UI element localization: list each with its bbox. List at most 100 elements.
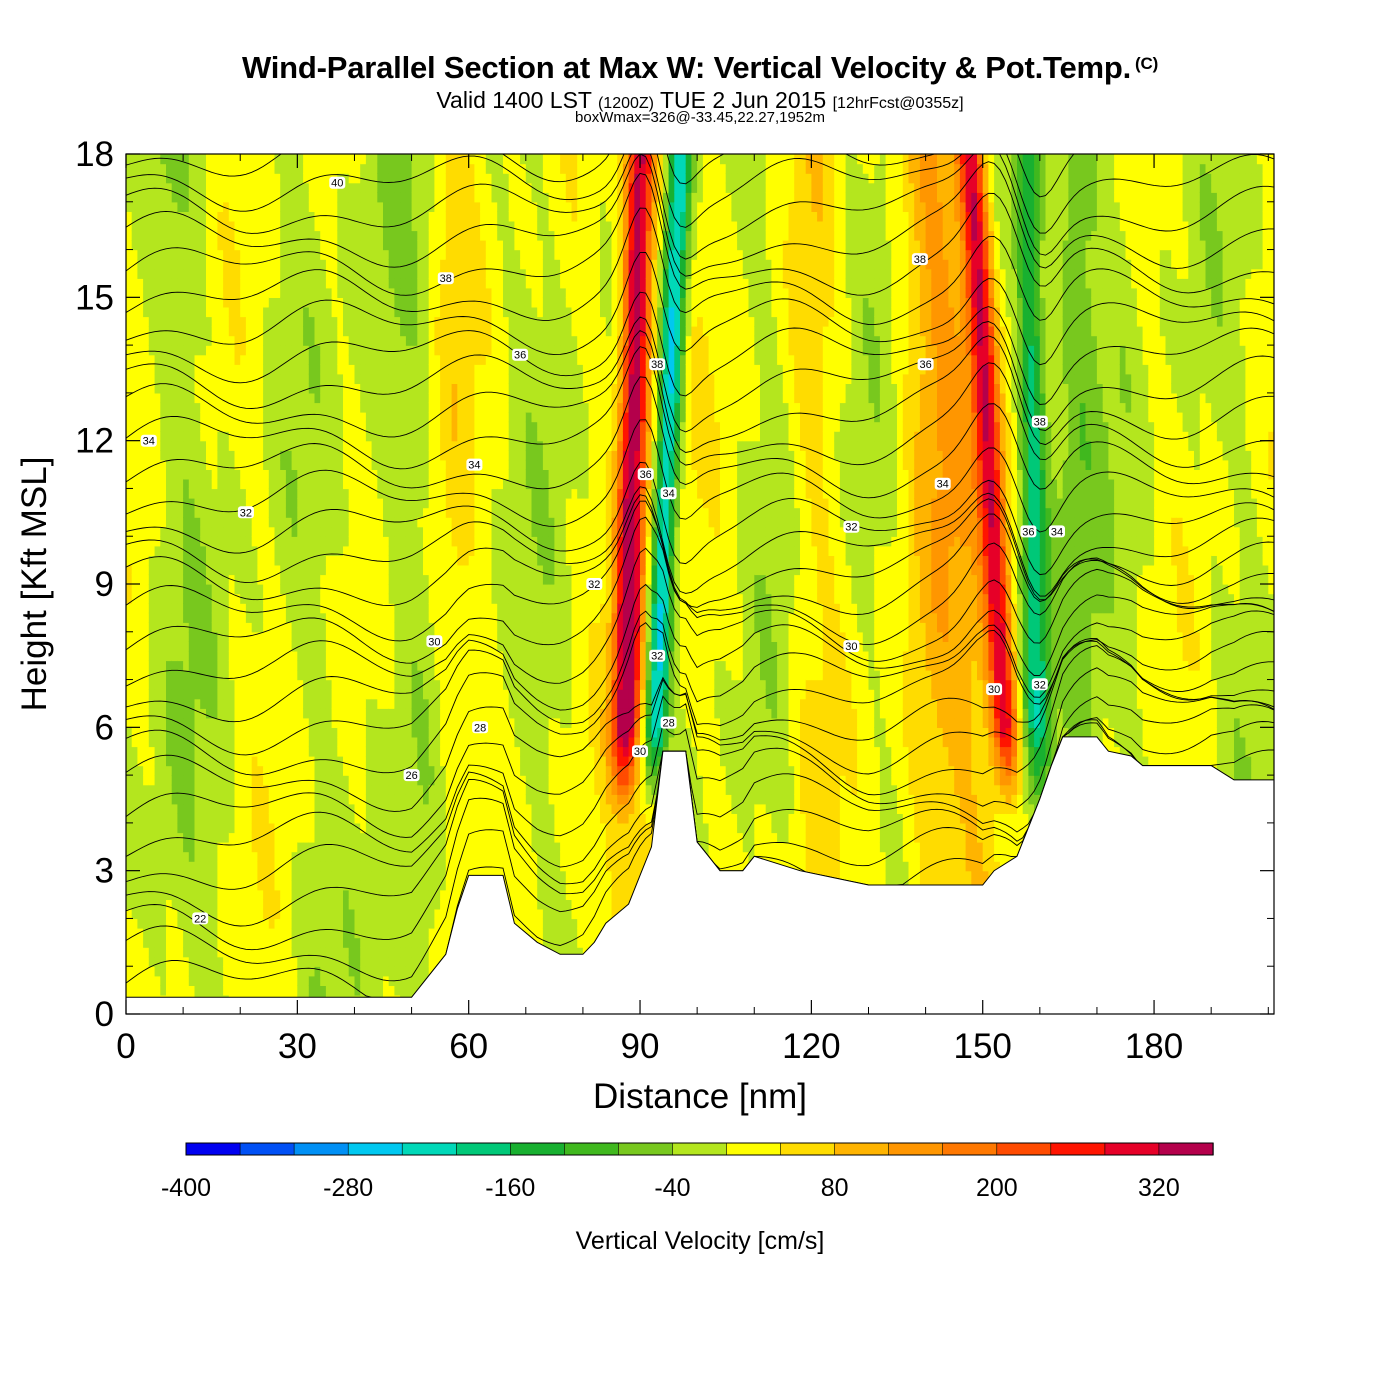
field-cell xyxy=(274,220,281,232)
field-cell xyxy=(405,173,413,184)
field-cell xyxy=(131,870,138,881)
field-cell xyxy=(314,182,321,193)
field-cell xyxy=(183,756,190,767)
field-cell xyxy=(360,584,367,595)
field-cell xyxy=(428,784,435,795)
field-cell xyxy=(365,154,373,155)
field-cell xyxy=(217,173,224,184)
field-cell xyxy=(240,622,247,633)
field-cell xyxy=(348,240,355,251)
field-cell xyxy=(337,784,344,795)
field-cell xyxy=(274,832,281,843)
field-cell xyxy=(143,918,150,929)
field-cell xyxy=(160,698,167,709)
field-cell xyxy=(223,173,230,184)
field-cell xyxy=(234,163,241,174)
field-cell xyxy=(331,450,338,461)
field-cell xyxy=(171,154,178,155)
field-cell xyxy=(234,660,241,671)
field-cell xyxy=(160,574,167,585)
field-cell xyxy=(423,201,430,212)
field-cell xyxy=(245,918,253,929)
field-cell xyxy=(303,947,310,958)
field-cell xyxy=(206,154,213,165)
field-cell xyxy=(148,889,156,900)
field-cell xyxy=(257,345,264,356)
field-cell xyxy=(245,192,253,203)
field-cell xyxy=(314,756,321,767)
field-cell xyxy=(320,832,327,843)
field-cell xyxy=(303,727,310,738)
field-cell xyxy=(183,880,190,891)
field-cell xyxy=(308,316,316,327)
field-cell xyxy=(331,641,338,652)
field-cell xyxy=(177,794,184,805)
field-cell xyxy=(417,975,424,986)
field-cell xyxy=(228,612,236,623)
field-cell xyxy=(183,488,190,499)
field-cell xyxy=(371,498,378,509)
field-cell xyxy=(154,794,161,805)
field-cell xyxy=(154,450,161,461)
field-cell xyxy=(308,478,316,490)
field-cell xyxy=(371,870,378,881)
field-cell xyxy=(285,154,293,165)
field-cell xyxy=(383,249,390,260)
field-cell xyxy=(337,736,344,748)
field-cell xyxy=(417,526,424,537)
field-cell xyxy=(154,536,161,547)
field-cell xyxy=(240,689,247,700)
field-cell xyxy=(263,975,270,986)
field-cell xyxy=(365,670,373,681)
field-cell xyxy=(268,383,276,394)
field-cell xyxy=(217,631,224,642)
field-cell xyxy=(325,412,333,423)
field-cell xyxy=(245,230,253,241)
field-cell xyxy=(291,622,298,633)
field-cell xyxy=(188,822,196,834)
field-cell xyxy=(371,392,378,404)
field-cell xyxy=(280,784,287,795)
field-cell xyxy=(417,689,424,700)
field-cell xyxy=(280,842,287,853)
field-cell xyxy=(383,670,390,681)
field-cell xyxy=(297,660,304,671)
field-cell xyxy=(354,603,361,614)
field-cell xyxy=(183,813,190,824)
field-cell xyxy=(228,154,236,155)
field-cell xyxy=(354,259,361,270)
field-cell xyxy=(194,689,201,700)
field-cell xyxy=(166,545,173,556)
field-cell xyxy=(285,832,293,843)
field-cell xyxy=(188,832,196,843)
field-cell xyxy=(160,545,167,556)
field-cell xyxy=(377,966,384,977)
field-cell xyxy=(154,564,161,576)
field-cell xyxy=(251,947,258,958)
field-cell xyxy=(314,937,321,948)
field-cell xyxy=(417,469,424,480)
field-cell xyxy=(228,154,236,165)
field-cell xyxy=(228,192,236,203)
field-cell xyxy=(194,259,201,270)
field-cell xyxy=(234,593,241,604)
field-cell xyxy=(285,345,293,356)
field-cell xyxy=(325,201,333,212)
field-cell xyxy=(240,765,247,776)
field-cell xyxy=(417,717,424,728)
field-cell xyxy=(166,832,173,843)
field-cell xyxy=(308,278,316,289)
field-cell xyxy=(257,545,264,556)
field-cell xyxy=(257,163,264,174)
field-cell xyxy=(245,240,253,251)
field-cell xyxy=(154,488,161,499)
field-cell xyxy=(245,306,253,318)
field-cell xyxy=(337,383,344,394)
field-cell xyxy=(331,287,338,298)
field-cell xyxy=(388,259,395,270)
field-cell xyxy=(337,631,344,642)
field-cell xyxy=(166,431,173,442)
field-cell xyxy=(388,555,395,566)
field-cell xyxy=(137,440,144,451)
field-cell xyxy=(371,832,378,843)
